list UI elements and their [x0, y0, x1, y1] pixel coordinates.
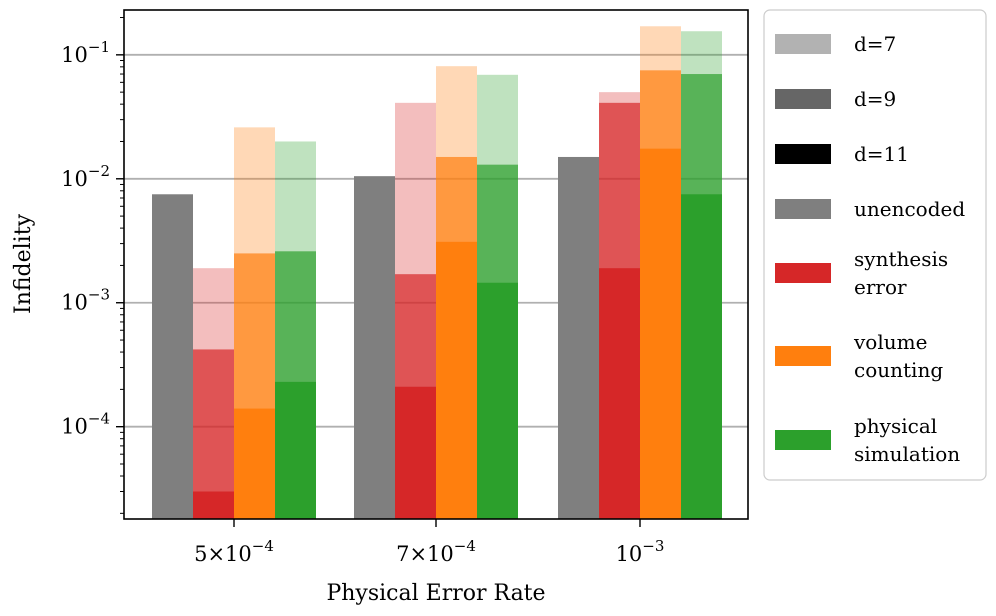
bar-unencoded — [152, 194, 193, 519]
legend-frame — [763, 9, 987, 481]
bar-synthesis-error-d11 — [599, 268, 640, 519]
bar-volume-counting-d11 — [640, 148, 681, 520]
legend-swatch — [775, 34, 831, 54]
bar-physical-simulation-d11 — [275, 381, 316, 519]
bar-unencoded — [354, 176, 395, 520]
bar-synthesis-error-d9 — [193, 349, 234, 519]
bar-physical-simulation-d11 — [681, 194, 722, 519]
y-axis-ticks: 10−1 10−2 10−3 10−4 — [61, 17, 124, 514]
y-tick-label: 10−4 — [61, 410, 110, 439]
legend-label: unencoded — [854, 197, 965, 221]
legend-swatch — [775, 263, 831, 283]
y-tick-label: 10−1 — [61, 38, 110, 67]
y-tick-label: 10−2 — [61, 162, 110, 191]
bar-volume-counting-d11 — [436, 241, 477, 519]
bar-unencoded — [558, 156, 599, 519]
legend-label: counting — [854, 358, 943, 382]
bars — [152, 26, 722, 520]
legend-label: error — [854, 275, 907, 299]
legend-label: synthesis — [854, 247, 948, 271]
y-tick-label: 10−3 — [61, 286, 110, 315]
x-tick-label: 7×10−4 — [396, 537, 476, 566]
bar-physical-simulation-d11 — [477, 282, 518, 519]
legend-swatch — [775, 199, 831, 219]
legend-label: physical — [854, 414, 937, 438]
legend: d=7 d=9 d=11 unencoded synthesis error volume c… — [763, 9, 987, 481]
x-tick-label: 10−3 — [616, 537, 665, 566]
bar-synthesis-error-d11 — [395, 386, 436, 519]
legend-swatch — [775, 346, 831, 366]
legend-label: d=7 — [854, 32, 896, 56]
y-axis-title: Infidelity — [11, 213, 36, 314]
legend-label: d=11 — [854, 142, 909, 166]
bar-volume-counting-d11 — [234, 408, 275, 519]
x-axis-title: Physical Error Rate — [326, 581, 545, 606]
legend-swatch — [775, 144, 831, 164]
x-axis-ticks: 5×10−4 7×10−4 10−3 — [194, 519, 664, 566]
bar-synthesis-error-d11 — [193, 491, 234, 519]
legend-label: d=9 — [854, 87, 896, 111]
legend-label: simulation — [854, 442, 960, 466]
x-tick-label: 5×10−4 — [194, 537, 274, 566]
legend-swatch — [775, 89, 831, 109]
legend-swatch — [775, 430, 831, 450]
legend-label: volume — [853, 330, 927, 354]
